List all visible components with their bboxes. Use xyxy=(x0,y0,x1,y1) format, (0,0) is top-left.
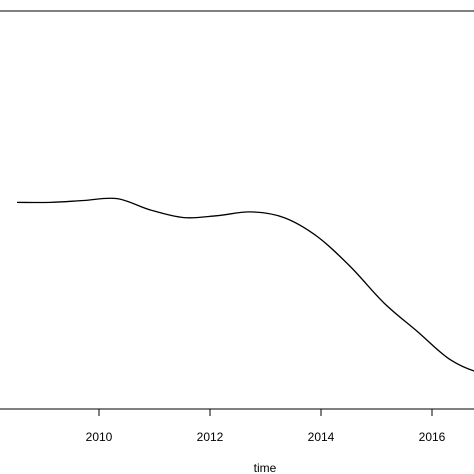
plot-frame xyxy=(0,10,474,410)
plot-border xyxy=(0,10,474,410)
x-tick-label-2016: 2016 xyxy=(419,430,446,444)
x-tick-label-2014: 2014 xyxy=(308,430,335,444)
series-group xyxy=(16,197,474,372)
x-axis-label: time xyxy=(254,461,277,474)
x-tick-label-2012: 2012 xyxy=(197,430,224,444)
x-tick-label-2010: 2010 xyxy=(86,430,113,444)
series-line-0 xyxy=(16,197,474,372)
x-axis: 2010 2012 2014 2016 xyxy=(86,409,446,444)
